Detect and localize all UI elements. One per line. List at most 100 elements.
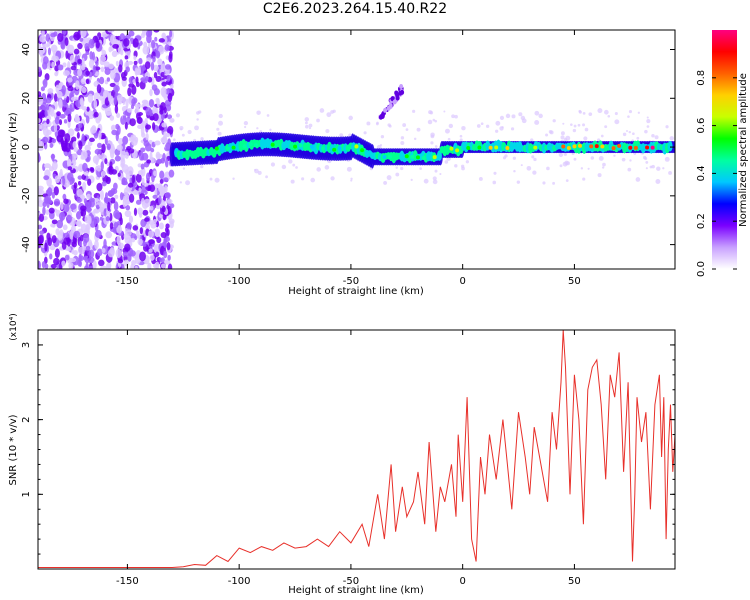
noise-speck — [41, 136, 49, 144]
noise-speck — [400, 166, 404, 171]
noise-speck — [165, 223, 170, 229]
x-tick-label: 50 — [568, 576, 581, 587]
colorbar-tick-label: 0.8 — [696, 70, 707, 86]
noise-speck — [627, 115, 630, 118]
noise-speck — [582, 112, 586, 115]
noise-speck — [562, 161, 568, 167]
noise-speck — [128, 83, 135, 88]
snr-y-axis-label: SNR (10 * v/v) — [8, 414, 19, 485]
noise-speck — [118, 64, 123, 73]
noise-speck — [74, 115, 81, 124]
colorbar-label: Normalized spectral amplitude — [738, 73, 749, 227]
noise-speck — [330, 176, 335, 181]
noise-speck — [304, 121, 308, 125]
noise-speck — [51, 192, 55, 199]
noise-speck — [651, 164, 655, 169]
noise-speck — [159, 170, 165, 180]
noise-speck — [158, 45, 165, 55]
noise-speck — [91, 197, 95, 203]
noise-speck — [128, 148, 135, 154]
noise-speck — [542, 181, 546, 185]
noise-speck — [520, 164, 523, 167]
noise-speck — [131, 98, 136, 107]
noise-speck — [140, 163, 145, 170]
noise-speck — [613, 154, 616, 157]
noise-speck — [125, 205, 131, 211]
noise-speck — [375, 122, 379, 126]
noise-speck — [324, 165, 330, 170]
noise-speck — [194, 125, 199, 131]
noise-speck — [70, 203, 77, 210]
signal-peak — [410, 154, 415, 159]
noise-speck — [380, 135, 385, 139]
noise-speck — [94, 71, 100, 77]
colorbar-tick-label: 0.2 — [696, 213, 707, 229]
noise-speck — [516, 180, 521, 184]
noise-speck — [645, 160, 649, 164]
noise-speck — [304, 124, 309, 129]
noise-speck — [629, 159, 632, 162]
noise-speck — [62, 193, 67, 201]
noise-speck — [614, 112, 618, 116]
noise-speck — [109, 115, 115, 121]
noise-speck — [444, 128, 450, 134]
noise-speck — [105, 216, 110, 222]
noise-speck — [137, 238, 143, 246]
noise-speck — [124, 121, 128, 130]
signal-peak — [533, 145, 538, 150]
noise-speck — [75, 220, 80, 226]
noise-speck — [158, 195, 162, 205]
noise-speck — [42, 206, 46, 216]
noise-speck — [257, 170, 262, 175]
noise-speck — [563, 137, 568, 142]
noise-speck — [669, 136, 674, 141]
noise-speck — [130, 237, 136, 243]
noise-speck — [73, 230, 81, 239]
noise-speck — [160, 263, 167, 269]
noise-speck — [196, 111, 200, 115]
noise-speck — [93, 208, 99, 214]
noise-speck — [142, 30, 146, 36]
noise-speck — [42, 201, 47, 208]
sideband-speck — [394, 90, 399, 96]
noise-speck — [114, 86, 119, 97]
noise-speck — [83, 37, 90, 44]
noise-speck — [179, 181, 182, 184]
noise-speck — [448, 123, 454, 129]
noise-speck — [602, 162, 606, 167]
noise-speck — [148, 99, 154, 108]
spectrogram-y-axis-label: Frequency (Hz) — [8, 112, 19, 188]
signal-peak — [354, 144, 359, 149]
noise-speck — [165, 142, 171, 151]
noise-speck — [40, 86, 45, 92]
snr-y-multiplier: (x10⁴) — [9, 313, 19, 340]
noise-speck — [432, 176, 437, 181]
signal-peak — [432, 155, 437, 160]
snr-plot — [38, 330, 675, 568]
noise-speck — [316, 167, 321, 172]
noise-speck — [410, 178, 413, 181]
x-tick-label: -50 — [343, 276, 359, 287]
noise-speck — [443, 110, 446, 113]
noise-speck — [402, 123, 407, 127]
noise-speck — [80, 223, 87, 233]
noise-speck — [416, 127, 421, 132]
noise-speck — [85, 51, 90, 56]
sideband-speck — [392, 99, 397, 105]
noise-speck — [111, 50, 118, 58]
noise-speck — [111, 124, 116, 130]
x-tick-label: -150 — [116, 576, 139, 587]
noise-speck — [339, 133, 344, 138]
noise-speck — [50, 107, 55, 117]
noise-speck — [39, 35, 47, 43]
noise-speck — [88, 39, 95, 49]
noise-speck — [38, 118, 41, 124]
noise-speck — [76, 132, 80, 139]
noise-speck — [155, 159, 163, 164]
noise-speck — [395, 172, 400, 177]
noise-speck — [505, 113, 511, 119]
noise-speck — [154, 186, 158, 197]
noise-speck — [665, 125, 669, 129]
signal-peak — [309, 144, 314, 149]
noise-speck — [128, 193, 135, 203]
